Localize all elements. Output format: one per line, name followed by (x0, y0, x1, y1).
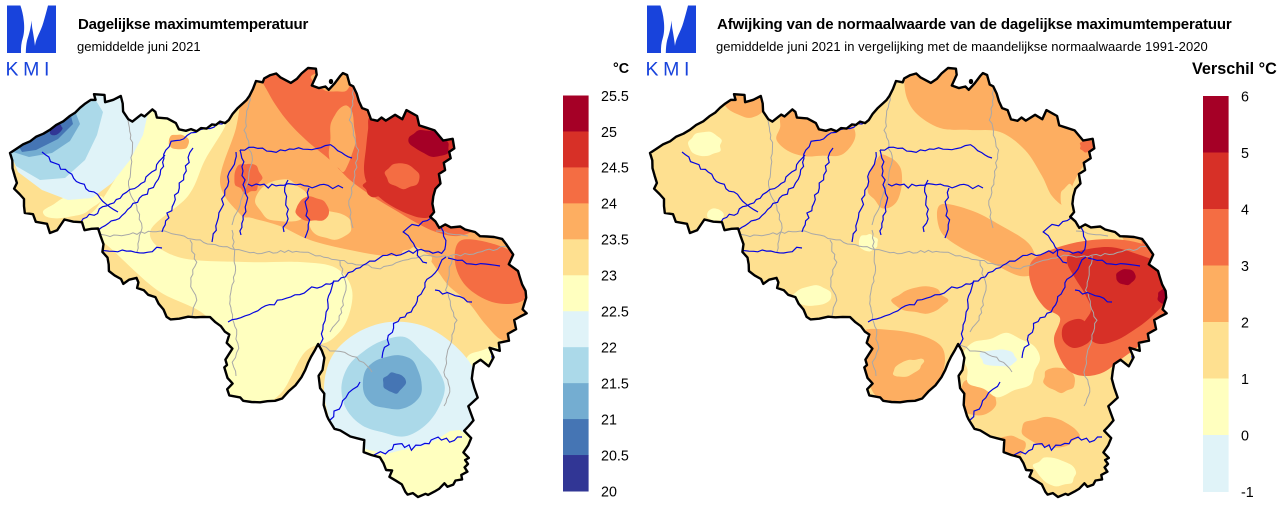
svg-text:KMI: KMI (6, 59, 54, 81)
svg-text:Verschil °C: Verschil °C (1192, 60, 1277, 78)
svg-text:24.5: 24.5 (601, 161, 629, 177)
svg-text:23: 23 (601, 269, 617, 285)
svg-text:5: 5 (1241, 146, 1249, 162)
svg-text:1: 1 (1241, 372, 1249, 388)
svg-text:°C: °C (613, 61, 629, 77)
svg-text:21.5: 21.5 (601, 376, 629, 392)
svg-text:2: 2 (1241, 315, 1249, 331)
svg-text:3: 3 (1241, 259, 1249, 275)
svg-text:KMI: KMI (646, 59, 694, 81)
svg-text:20: 20 (601, 484, 617, 500)
svg-text:23.5: 23.5 (601, 233, 629, 249)
svg-text:4: 4 (1241, 202, 1249, 218)
svg-text:6: 6 (1241, 89, 1249, 105)
svg-text:21: 21 (601, 412, 617, 428)
svg-text:25: 25 (601, 125, 617, 141)
svg-text:25.5: 25.5 (601, 89, 629, 105)
svg-text:-1: -1 (1241, 485, 1254, 501)
svg-text:22: 22 (601, 340, 617, 356)
svg-text:20.5: 20.5 (601, 448, 629, 464)
svg-text:22.5: 22.5 (601, 305, 629, 321)
svg-text:24: 24 (601, 197, 617, 213)
svg-text:0: 0 (1241, 428, 1249, 444)
